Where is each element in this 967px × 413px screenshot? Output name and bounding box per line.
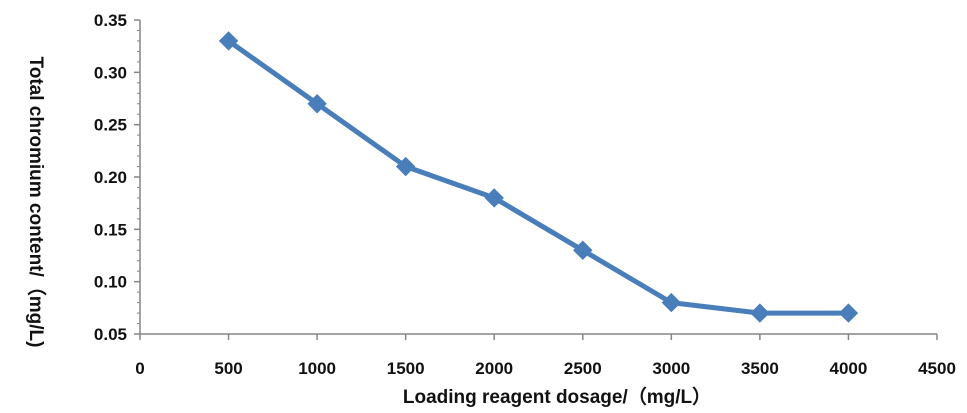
x-tick-label: 0 — [135, 359, 144, 378]
data-point-diamond — [838, 303, 859, 323]
y-tick-label: 0.25 — [94, 116, 127, 135]
x-tick-label: 3000 — [652, 359, 690, 378]
x-tick-label: 2000 — [475, 359, 513, 378]
y-axis-ticks — [134, 19, 140, 335]
data-point-diamond — [395, 156, 416, 177]
y-tick-label: 0.35 — [94, 11, 127, 30]
x-tick-label: 4000 — [830, 359, 868, 378]
x-axis-title: Loading reagent dosage/（mg/L） — [403, 385, 711, 408]
y-tick-label: 0.05 — [94, 325, 127, 344]
x-tick-label: 500 — [214, 359, 242, 378]
x-tick-label: 4500 — [918, 359, 956, 378]
x-tick-label: 2500 — [564, 359, 602, 378]
y-tick-label: 0.15 — [94, 220, 127, 239]
y-tick-label: 0.30 — [94, 63, 127, 82]
data-point-diamond — [307, 94, 327, 114]
x-axis-ticks — [139, 334, 938, 340]
x-tick-label: 3500 — [741, 359, 779, 378]
y-tick-label: 0.20 — [94, 168, 127, 187]
series-group — [218, 31, 859, 323]
data-point-diamond — [573, 240, 593, 260]
data-point-diamond — [661, 292, 682, 313]
data-point-diamond — [750, 303, 770, 323]
series-line — [226, 38, 851, 316]
y-tick-labels: 0.05 0.10 0.15 0.20 0.25 0.30 0.35 — [94, 11, 127, 344]
x-tick-labels: 0 500 1000 1500 2000 2500 3000 3500 4000 4500 — [135, 359, 956, 378]
x-tick-label: 1000 — [298, 359, 336, 378]
y-tick-label: 0.10 — [94, 273, 127, 292]
y-axis-title: Total chromium content/（mg/L) — [25, 57, 48, 348]
data-point-diamond — [484, 188, 504, 208]
data-point-diamond — [218, 31, 239, 51]
x-tick-label: 1500 — [387, 359, 425, 378]
